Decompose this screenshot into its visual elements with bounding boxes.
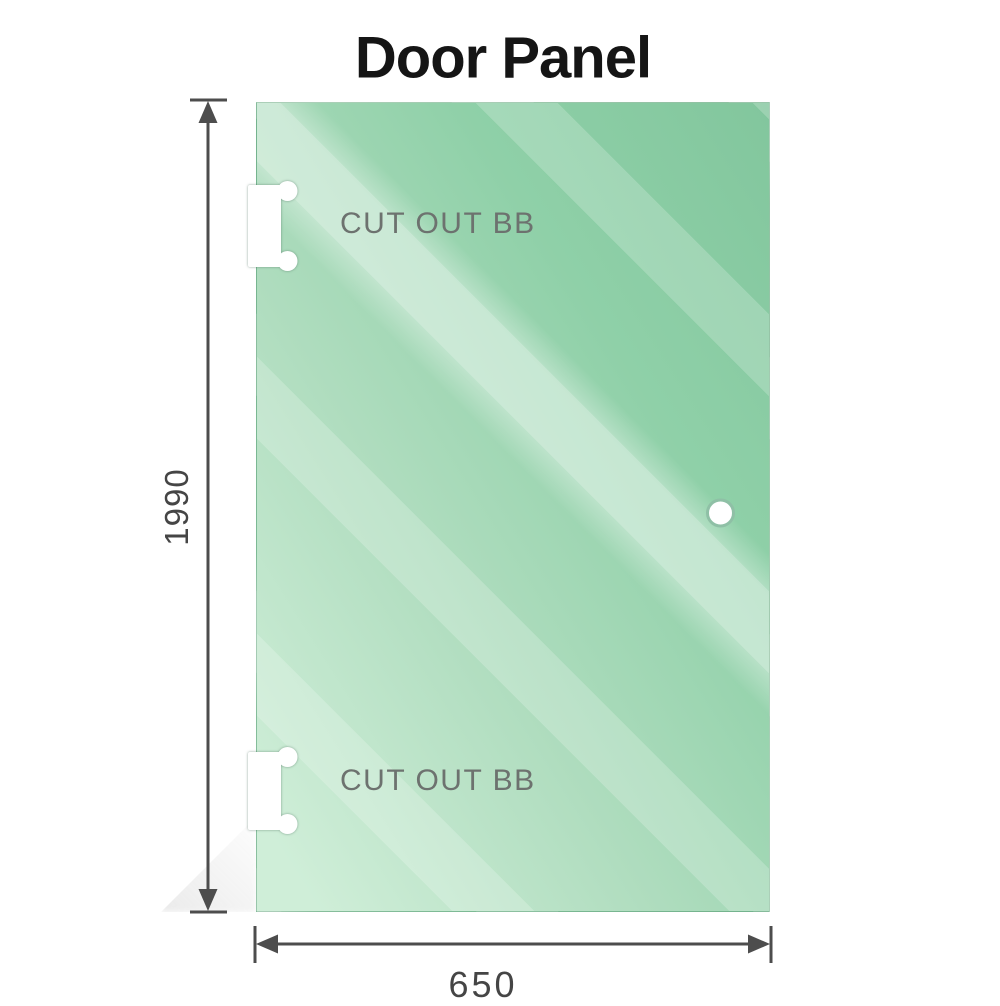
- glass-panel: [256, 102, 770, 912]
- width-dimension-arrows: [256, 934, 770, 954]
- hinge-cutout-bottom-icon: [248, 747, 298, 834]
- arrow-right-icon: [748, 934, 770, 954]
- arrow-left-icon: [256, 934, 278, 954]
- width-dimension-label: 650: [448, 964, 518, 1005]
- height-dimension: [190, 98, 227, 914]
- page-title: Door Panel: [354, 25, 652, 91]
- height-dimension-label: 1990: [158, 468, 195, 546]
- arrow-down-icon: [198, 889, 218, 911]
- height-dimension-arrows: [198, 101, 218, 911]
- handle-hole-icon: [706, 498, 735, 528]
- width-dimension: [253, 926, 773, 963]
- hinge-cutout-top-icon: [248, 181, 298, 271]
- arrow-up-icon: [198, 101, 218, 123]
- cutout-label-bottom: CUT OUT BB: [340, 764, 536, 797]
- cutout-label-top: CUT OUT BB: [340, 207, 536, 240]
